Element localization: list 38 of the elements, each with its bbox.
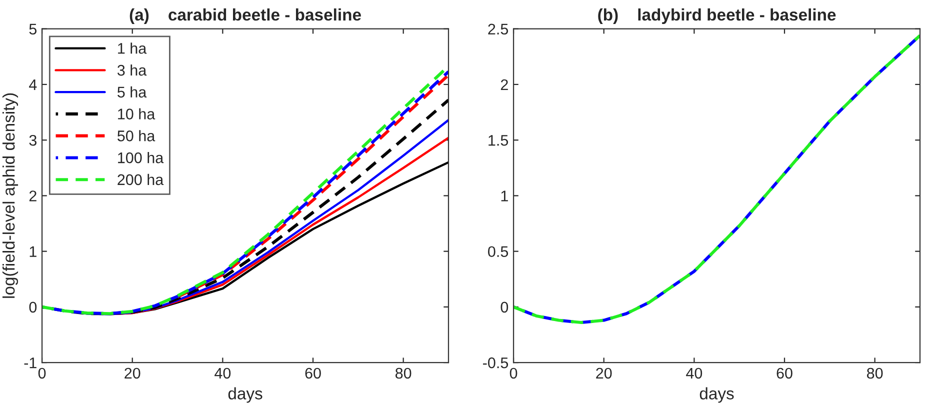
y-tick-label: 0 bbox=[29, 302, 37, 313]
x-tick-label: 0 bbox=[38, 368, 46, 379]
y-tick-label: 3 bbox=[29, 134, 36, 146]
legend-label: 1 ha bbox=[118, 42, 147, 54]
y-tick-label: 5 bbox=[29, 24, 37, 35]
x-tick-label: 80 bbox=[396, 368, 412, 379]
x-tick-label: 60 bbox=[305, 368, 321, 379]
x-axis-title: days bbox=[228, 387, 262, 403]
legend-label: 200 ha bbox=[118, 174, 164, 186]
y-tick-label: 2 bbox=[29, 190, 36, 202]
y-tick-label: 0.5 bbox=[488, 246, 508, 258]
y-tick-label: 4 bbox=[29, 79, 37, 90]
y-tick-label: 1.5 bbox=[488, 135, 508, 146]
y-axis-title: log(field-level aphid density) bbox=[2, 93, 18, 298]
legend-label: 100 ha bbox=[118, 152, 164, 164]
x-tick-label: 40 bbox=[686, 368, 702, 379]
line-series bbox=[176, 73, 448, 298]
y-tick-label: 2 bbox=[500, 79, 508, 90]
line-series bbox=[514, 34, 920, 324]
legend-label: 3 ha bbox=[117, 64, 147, 76]
x-tick-label: 20 bbox=[124, 368, 140, 379]
y-tick-label: 2.5 bbox=[488, 24, 508, 35]
y-tick-label: 1 bbox=[30, 246, 36, 257]
y-tick-label: 1 bbox=[501, 190, 508, 202]
x-tick-label: 40 bbox=[214, 368, 231, 379]
legend-label: 50 ha bbox=[118, 130, 156, 142]
chart-title: (a) carabid beetle - baseline bbox=[130, 8, 361, 24]
x-axis-title: days bbox=[700, 387, 734, 403]
y-tick-label: -1 bbox=[24, 358, 36, 368]
legend-label: 5 ha bbox=[118, 86, 147, 98]
x-tick-label: 20 bbox=[596, 368, 612, 379]
legend-label: 10 ha bbox=[118, 108, 156, 120]
x-tick-label: 60 bbox=[776, 368, 792, 379]
chart-title: (b) ladybird beetle - baseline bbox=[598, 8, 836, 24]
x-tick-label: 0 bbox=[510, 368, 518, 379]
y-tick-label: 0 bbox=[500, 302, 508, 313]
x-tick-label: 80 bbox=[866, 368, 883, 379]
y-tick-label: -0.5 bbox=[483, 357, 508, 368]
